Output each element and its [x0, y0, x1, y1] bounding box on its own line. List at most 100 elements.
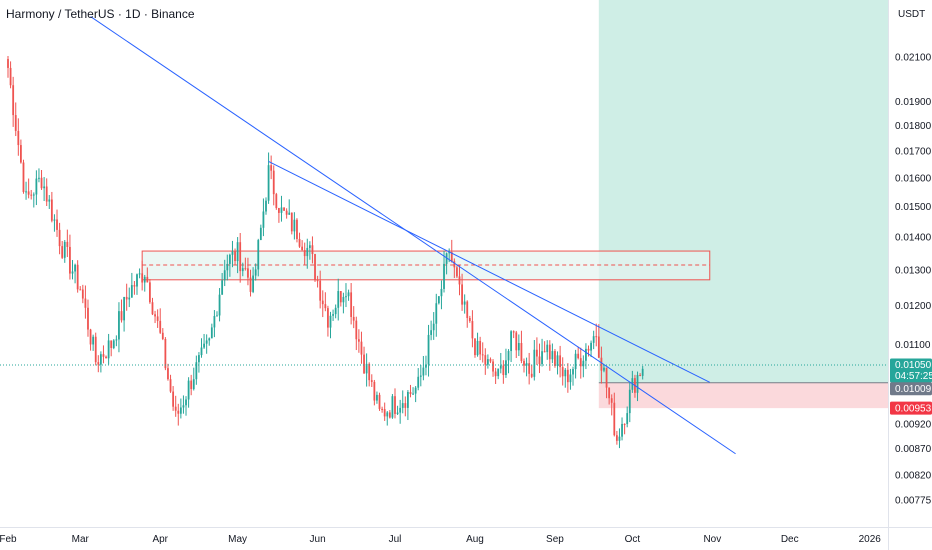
price-tick-label[interactable]: 0.01800	[895, 121, 932, 132]
time-tick-label[interactable]: 2026	[859, 534, 882, 545]
candle	[324, 304, 327, 309]
candle	[71, 271, 74, 274]
time-tick-label[interactable]: Sep	[546, 534, 564, 545]
candle	[512, 331, 515, 333]
candle	[130, 285, 133, 298]
candle	[270, 165, 273, 171]
candle	[507, 351, 510, 361]
candle	[597, 336, 600, 358]
candle	[102, 354, 105, 357]
entry-price-tag[interactable]	[890, 382, 932, 396]
price-tick-label[interactable]: 0.00870	[895, 444, 932, 455]
candle	[182, 405, 185, 408]
price-tick-label[interactable]: 0.01500	[895, 202, 932, 213]
candle	[468, 318, 471, 322]
price-tick-label[interactable]: 0.00920	[895, 419, 932, 430]
candle	[79, 289, 82, 291]
price-tick-label[interactable]: 0.01400	[895, 233, 932, 244]
trendline-2[interactable]	[268, 161, 710, 383]
candle	[561, 367, 564, 377]
time-tick-label[interactable]: Feb	[0, 534, 17, 545]
time-tick-label[interactable]: Aug	[466, 534, 484, 545]
candle	[417, 376, 420, 388]
candle	[141, 273, 144, 283]
candle	[587, 348, 590, 351]
price-tick-label[interactable]: 0.01200	[895, 301, 932, 312]
candle	[497, 368, 500, 377]
price-tick-label[interactable]: 0.01900	[895, 97, 932, 108]
trendline-1[interactable]	[90, 16, 736, 455]
candle	[25, 191, 27, 193]
candle	[58, 229, 61, 247]
candle	[615, 435, 618, 441]
time-tick-label[interactable]: Nov	[703, 534, 721, 545]
candle	[7, 59, 9, 68]
time-tick-label[interactable]: May	[228, 534, 247, 545]
candle	[40, 177, 43, 189]
candle	[87, 307, 89, 330]
currency-label[interactable]: USDT	[898, 9, 925, 20]
price-tick-label[interactable]: 0.01700	[895, 146, 932, 157]
candle	[471, 321, 474, 339]
candle	[445, 253, 448, 264]
candle	[234, 251, 236, 262]
time-tick-label[interactable]: Dec	[781, 534, 799, 545]
time-tick-label[interactable]: Jul	[389, 534, 402, 545]
candle	[241, 268, 244, 272]
candle	[190, 380, 193, 390]
candle	[306, 247, 309, 257]
candle	[285, 210, 288, 215]
candle	[350, 292, 353, 317]
price-tick-label[interactable]: 0.00775	[895, 496, 932, 507]
candle	[107, 340, 110, 359]
time-tick-label[interactable]: Mar	[72, 534, 90, 545]
candle	[321, 300, 324, 305]
candle	[278, 208, 280, 213]
candle	[174, 406, 177, 411]
price-tick-label[interactable]: 0.01300	[895, 266, 932, 277]
candle	[448, 252, 451, 254]
candle	[81, 289, 84, 299]
candle	[355, 320, 358, 340]
candle	[99, 354, 102, 365]
candle	[548, 344, 551, 360]
candle	[515, 332, 518, 351]
time-tick-label[interactable]: Apr	[152, 534, 168, 545]
last-price-tag[interactable]	[890, 358, 932, 383]
candle	[66, 241, 69, 247]
stop-zone[interactable]	[598, 382, 888, 409]
candle	[357, 339, 360, 342]
stop-price-tag[interactable]	[890, 401, 932, 415]
time-tick-label[interactable]: Oct	[625, 534, 641, 545]
chart-title: Harmony / TetherUS · 1D · Binance	[6, 7, 195, 21]
candle	[461, 284, 463, 305]
candle	[218, 294, 221, 316]
candle	[626, 413, 629, 425]
price-tick-label[interactable]: 0.02100	[895, 53, 932, 64]
candle	[543, 351, 546, 353]
candle	[386, 412, 389, 417]
time-axis[interactable]: Feb Mar Apr May Jun Jul Aug Sep Oct Nov Dec 2026	[0, 534, 881, 545]
candle	[574, 353, 577, 370]
price-tick-label[interactable]: 0.01600	[895, 173, 932, 184]
time-tick-label[interactable]: Jun	[310, 534, 326, 545]
target-zone[interactable]	[598, 0, 888, 383]
candle	[280, 207, 283, 213]
candle	[213, 316, 216, 328]
candle	[267, 165, 270, 201]
candle	[339, 291, 342, 303]
price-tick-label[interactable]: 0.00820	[895, 470, 932, 481]
candle	[523, 360, 525, 366]
candle	[208, 338, 211, 341]
candle	[236, 242, 239, 262]
candle	[115, 339, 118, 341]
candle	[517, 343, 520, 351]
candle	[167, 368, 169, 380]
price-tick-label[interactable]: 0.01100	[895, 340, 931, 351]
candle	[505, 360, 507, 376]
candle	[378, 394, 381, 409]
candle	[63, 241, 66, 258]
candle	[257, 240, 260, 270]
